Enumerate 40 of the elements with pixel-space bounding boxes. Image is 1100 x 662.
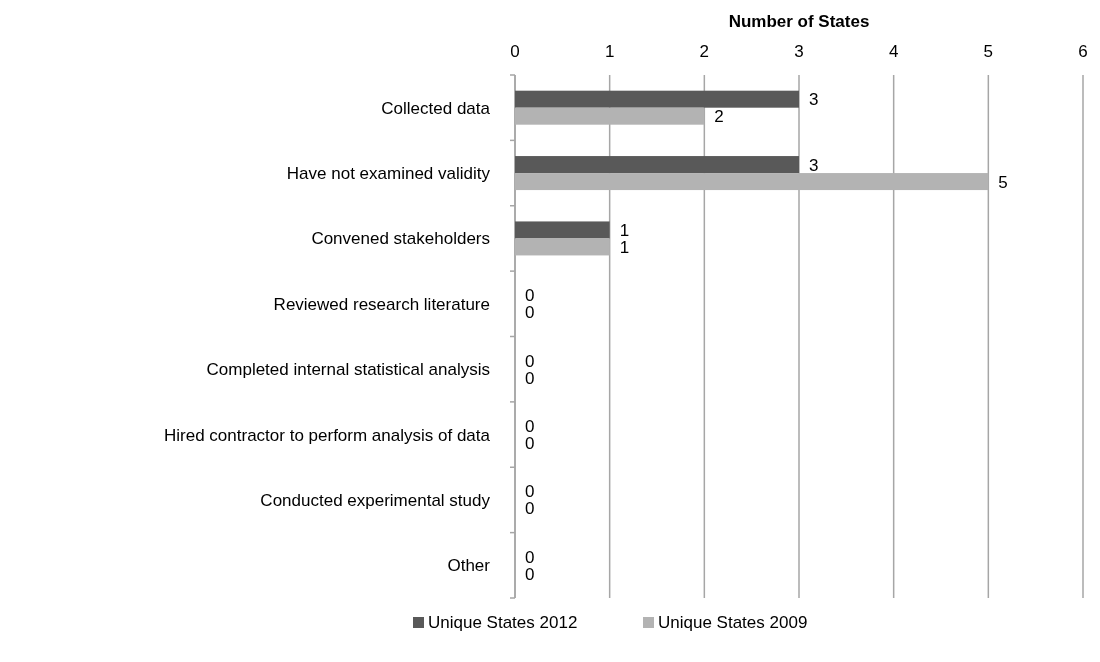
x-tick-label: 5	[983, 42, 994, 61]
data-label: 0	[525, 368, 535, 388]
data-label: 3	[809, 90, 819, 110]
data-label: 2	[714, 107, 724, 127]
data-label: 0	[525, 303, 535, 323]
data-label: 5	[998, 172, 1008, 192]
y-tick-label: Hired contractor to perform analysis of data	[164, 425, 491, 445]
bar	[515, 173, 989, 191]
data-label: 0	[525, 564, 535, 584]
x-tick-label: 0	[510, 42, 520, 61]
x-axis-title: Number of States	[728, 12, 870, 31]
data-label: 0	[525, 547, 535, 567]
data-label: 3	[809, 155, 819, 175]
data-label: 0	[525, 286, 535, 306]
x-tick-label: 4	[888, 42, 899, 61]
y-tick-label: Completed internal statistical analysis	[206, 360, 490, 380]
data-label: 0	[525, 499, 535, 519]
x-tick-label: 6	[1078, 42, 1088, 61]
data-label: 0	[525, 351, 535, 371]
y-tick-label: Collected data	[381, 98, 491, 118]
x-tick-label: 2	[699, 42, 710, 61]
data-label: 0	[525, 417, 535, 437]
bar	[515, 156, 799, 174]
y-tick-label: Have not examined validity	[286, 164, 491, 184]
y-tick-label: Convened stakeholders	[311, 229, 490, 249]
bar	[515, 90, 799, 108]
bar	[515, 107, 705, 125]
x-tick-label: 1	[604, 42, 615, 61]
y-tick-label: Reviewed research literature	[273, 294, 490, 314]
y-tick-label: Conducted experimental study	[260, 490, 491, 510]
data-label: 1	[619, 237, 630, 257]
data-label: 0	[525, 482, 535, 502]
data-label: 1	[619, 220, 630, 240]
legend-label: Unique States 2012	[428, 613, 578, 632]
bar	[515, 221, 610, 239]
bar	[515, 238, 610, 256]
y-tick-label: Other	[447, 556, 491, 576]
x-tick-label: 3	[794, 42, 804, 61]
data-label: 0	[525, 434, 535, 454]
legend-label: Unique States 2009	[658, 613, 808, 632]
